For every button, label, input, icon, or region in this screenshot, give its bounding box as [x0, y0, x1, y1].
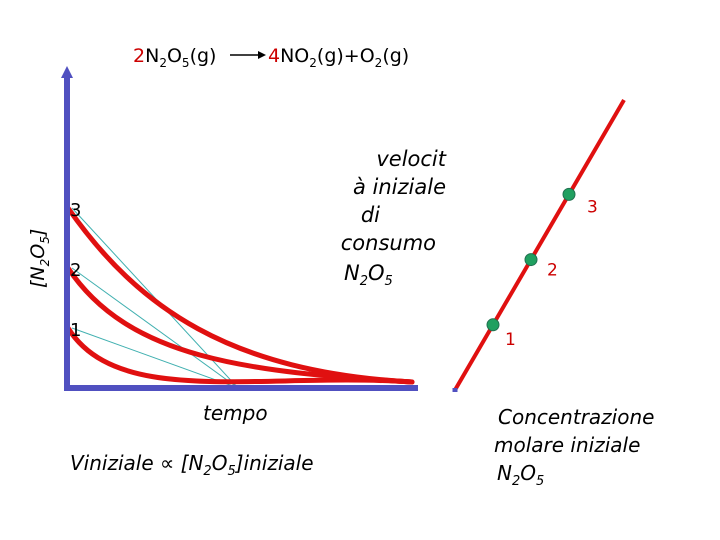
product1: NO	[280, 45, 309, 67]
annotation-line-1: velocit	[376, 147, 446, 171]
annotation: velocit à iniziale di consumo N2O5	[341, 147, 447, 289]
decay-curves	[65, 205, 415, 385]
data-point-label-2: 2	[547, 261, 558, 281]
tangent-line-2	[71, 267, 239, 389]
reaction-arrow	[230, 51, 266, 59]
data-point-label-3: 3	[587, 197, 598, 217]
reactant: N	[145, 45, 159, 67]
rate-line	[453, 98, 626, 392]
decay-curve-1	[65, 325, 415, 385]
data-point-label-1: 1	[505, 330, 516, 350]
left-axes	[61, 66, 418, 391]
svg-text:2N2O5(g): 2N2O5(g)	[133, 45, 216, 70]
data-point-1	[486, 318, 500, 332]
curve-label-2: 2	[70, 260, 81, 281]
svg-text:4NO2(g)+O2(g): 4NO2(g)+O2(g)	[268, 45, 409, 70]
curve-labels: 3 2 1	[70, 200, 81, 341]
tangent-line-1	[71, 327, 239, 389]
reactant-sub1: 2	[159, 56, 167, 70]
coef-right: 4	[268, 45, 280, 67]
product1-state: (g)+O	[317, 45, 375, 67]
rate-proportionality-formula: Viniziale ∝ [N2O5]iniziale	[70, 451, 314, 479]
product2-sub: 2	[375, 56, 383, 70]
product2-state: (g)	[382, 45, 409, 67]
right-x-label-line-2: molare iniziale	[494, 433, 640, 457]
annotation-line-4: consumo	[341, 231, 436, 255]
reaction-equation: 2N2O5(g) 4NO2(g)+O2(g)	[133, 45, 409, 70]
reactant-state: (g)	[190, 45, 217, 67]
data-point-3	[562, 187, 576, 201]
decay-curve-2	[65, 265, 415, 385]
annotation-formula: N2O5	[344, 261, 393, 289]
right-x-label-formula: N2O5	[497, 461, 544, 489]
right-x-label: Concentrazione molare iniziale N2O5	[494, 405, 654, 489]
coef-left: 2	[133, 45, 145, 67]
data-points	[486, 187, 576, 332]
reactant-sub2: 5	[182, 56, 190, 70]
left-y-label: [N2O5]	[27, 229, 52, 288]
annotation-line-2: à iniziale	[353, 175, 446, 199]
left-y-arrow	[61, 66, 73, 78]
right-x-label-line-1: Concentrazione	[498, 405, 654, 429]
data-point-2	[524, 253, 538, 267]
annotation-line-3: di	[361, 203, 380, 227]
product1-sub: 2	[309, 56, 317, 70]
curve-label-1: 1	[70, 320, 81, 341]
left-chart: 3 2 1 [N2O5] tempo velocit à iniziale di c…	[27, 66, 447, 479]
data-point-labels: 1 2 3	[505, 197, 598, 349]
curve-label-3: 3	[70, 200, 81, 221]
right-chart: 1 2 3 Concentrazione molare iniziale N2O5	[452, 98, 654, 489]
reactant-mid: O	[167, 45, 182, 67]
left-x-label: tempo	[203, 401, 268, 425]
